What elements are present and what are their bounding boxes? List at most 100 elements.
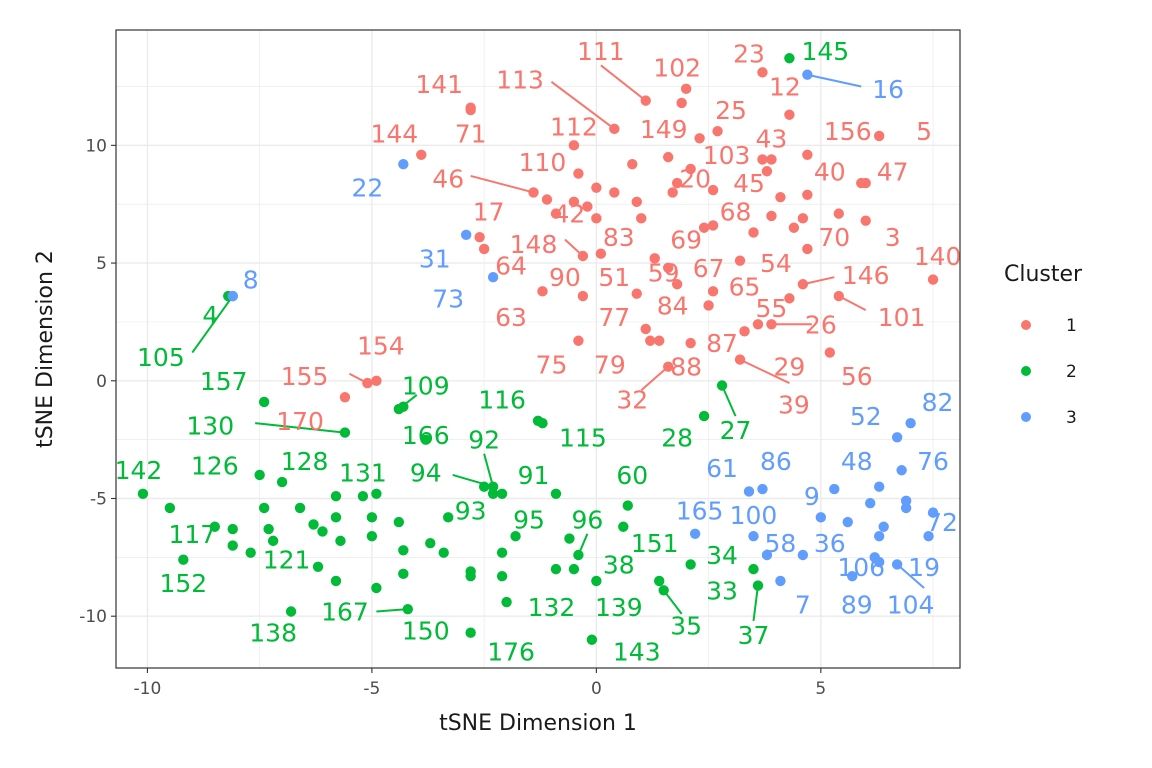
label-connector-cluster-2 xyxy=(191,295,234,354)
point-label-34: 34 xyxy=(706,541,738,570)
data-point-cluster-2 xyxy=(487,488,499,499)
data-point-cluster-1 xyxy=(784,293,795,304)
point-label-55: 55 xyxy=(756,294,788,323)
point-label-51: 51 xyxy=(598,263,630,292)
label-connector-cluster-1 xyxy=(550,80,615,130)
data-point-cluster-1 xyxy=(573,168,584,179)
data-point-cluster-2 xyxy=(164,502,176,514)
data-point-cluster-2 xyxy=(654,575,665,587)
data-point-cluster-1 xyxy=(609,187,620,198)
point-label-79: 79 xyxy=(594,350,626,379)
point-label-40: 40 xyxy=(814,157,846,186)
data-point-cluster-1 xyxy=(694,133,705,144)
data-point-cluster-2 xyxy=(550,488,562,499)
data-point-cluster-1 xyxy=(766,154,777,165)
point-label-9: 9 xyxy=(804,482,820,511)
data-point-cluster-1 xyxy=(802,149,813,160)
point-label-176: 176 xyxy=(487,638,535,667)
data-point-cluster-1 xyxy=(712,126,723,137)
point-label-128: 128 xyxy=(281,447,329,476)
data-point-cluster-2 xyxy=(245,547,256,558)
x-tick-label: -5 xyxy=(363,679,380,699)
data-point-cluster-1 xyxy=(636,213,647,224)
data-point-cluster-1 xyxy=(927,274,939,285)
point-label-75: 75 xyxy=(536,350,568,379)
data-point-cluster-3 xyxy=(761,549,773,561)
point-label-7: 7 xyxy=(795,590,811,619)
point-label-112: 112 xyxy=(550,113,598,142)
data-point-cluster-1 xyxy=(609,123,620,135)
point-label-17: 17 xyxy=(473,197,505,226)
x-axis-title: tSNE Dimension 1 xyxy=(439,711,637,736)
y-tick-label: -5 xyxy=(90,489,107,509)
label-connector-cluster-2 xyxy=(255,422,346,434)
point-label-56: 56 xyxy=(841,362,873,391)
point-label-12: 12 xyxy=(769,73,801,102)
label-connector-cluster-1 xyxy=(470,174,534,194)
data-point-cluster-3 xyxy=(842,516,853,528)
point-label-39: 39 xyxy=(778,390,810,419)
point-label-64: 64 xyxy=(495,251,527,280)
data-point-cluster-1 xyxy=(528,187,539,198)
data-point-cluster-1 xyxy=(748,227,759,238)
point-label-141: 141 xyxy=(415,70,463,99)
data-point-cluster-2 xyxy=(330,490,342,502)
point-label-109: 109 xyxy=(402,371,450,400)
label-connector-cluster-1 xyxy=(640,365,669,391)
data-point-cluster-3 xyxy=(797,549,809,561)
y-tick-label: -10 xyxy=(79,607,107,627)
data-point-cluster-1 xyxy=(645,335,656,346)
point-label-68: 68 xyxy=(720,197,752,226)
data-point-cluster-1 xyxy=(685,163,696,175)
data-point-cluster-1 xyxy=(671,279,683,290)
data-point-cluster-2 xyxy=(357,490,369,502)
point-label-149: 149 xyxy=(640,115,688,144)
data-point-cluster-2 xyxy=(308,519,319,530)
point-label-42: 42 xyxy=(554,200,586,229)
data-point-cluster-1 xyxy=(734,354,746,365)
data-point-cluster-3 xyxy=(865,498,876,509)
point-label-28: 28 xyxy=(661,423,693,452)
data-point-cluster-3 xyxy=(896,465,907,476)
point-label-146: 146 xyxy=(842,261,890,290)
data-point-cluster-1 xyxy=(802,189,813,200)
data-point-cluster-3 xyxy=(905,417,916,429)
data-point-cluster-2 xyxy=(398,568,409,580)
data-points xyxy=(137,53,939,645)
data-point-cluster-3 xyxy=(227,290,238,302)
point-label-47: 47 xyxy=(877,157,909,186)
point-label-69: 69 xyxy=(670,226,702,255)
point-label-65: 65 xyxy=(729,273,761,302)
point-label-143: 143 xyxy=(613,638,661,667)
data-point-cluster-1 xyxy=(757,67,768,78)
legend-key-cluster-3 xyxy=(1021,412,1031,422)
data-point-cluster-2 xyxy=(501,596,512,608)
data-point-cluster-1 xyxy=(766,210,777,222)
data-point-cluster-1 xyxy=(824,347,836,358)
point-label-83: 83 xyxy=(603,223,635,252)
data-point-cluster-1 xyxy=(591,182,602,193)
y-tick-label: 5 xyxy=(96,254,107,274)
point-label-48: 48 xyxy=(841,447,873,476)
y-axis-title: tSNE Dimension 2 xyxy=(33,250,58,448)
point-label-35: 35 xyxy=(670,612,702,641)
data-point-cluster-2 xyxy=(137,488,149,499)
data-point-cluster-2 xyxy=(330,512,342,523)
point-label-3: 3 xyxy=(885,223,901,252)
point-label-90: 90 xyxy=(549,263,581,292)
point-label-93: 93 xyxy=(455,496,487,525)
data-point-cluster-1 xyxy=(802,243,813,255)
data-point-cluster-2 xyxy=(335,535,346,547)
legend-label-cluster-3: 3 xyxy=(1066,408,1077,428)
x-tick-label: -10 xyxy=(134,679,162,699)
point-label-138: 138 xyxy=(249,619,297,648)
point-label-139: 139 xyxy=(595,593,643,622)
point-label-152: 152 xyxy=(159,569,207,598)
point-label-43: 43 xyxy=(756,124,788,153)
data-point-cluster-2 xyxy=(402,603,414,615)
data-point-cluster-1 xyxy=(577,250,589,262)
data-point-cluster-3 xyxy=(398,158,409,170)
data-point-cluster-3 xyxy=(927,507,939,518)
legend: Cluster 1 2 3 xyxy=(1004,262,1083,428)
